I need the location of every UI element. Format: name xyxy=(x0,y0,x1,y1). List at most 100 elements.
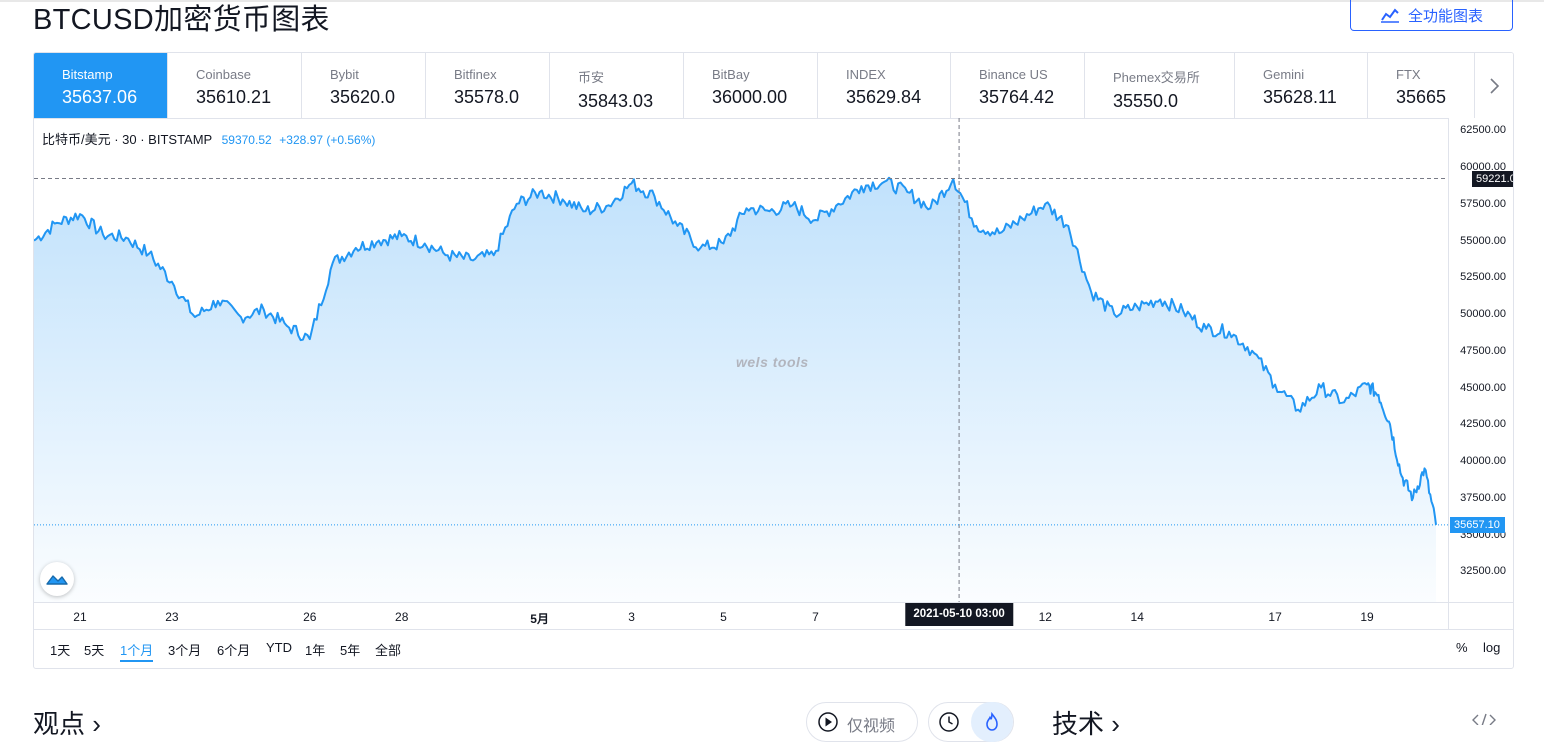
time-tick: 17 xyxy=(1268,610,1282,624)
exchange-tab-gemini[interactable]: Gemini 35628.11 xyxy=(1235,53,1368,118)
exchange-tab-binance[interactable]: 币安 35843.03 xyxy=(550,53,684,118)
embed-code-button[interactable] xyxy=(1470,712,1498,727)
video-only-label: 仅视频 xyxy=(847,718,896,735)
exchange-tab-bitstamp[interactable]: Bitstamp 35637.06 xyxy=(34,53,168,118)
range-ytd[interactable]: YTD xyxy=(266,640,292,655)
exchange-tab-bitbay[interactable]: BitBay 36000.00 xyxy=(684,53,818,118)
crosshair-time-label: 2021-05-10 03:00 xyxy=(905,603,1013,626)
exchange-tab-index[interactable]: INDEX 35629.84 xyxy=(818,53,951,118)
exchange-price: 35637.06 xyxy=(62,87,138,107)
price-tick: 50000.00 xyxy=(1460,308,1506,321)
range-bar: 1天 5天 1个月 3个月 6个月 YTD 1年 5年 全部 % log xyxy=(34,629,1513,668)
time-axis[interactable]: 21 23 26 28 5月 3 5 7 12 14 17 19 2021-05-10 03:00 xyxy=(34,602,1448,629)
page-title: BTCUSD加密货币图表 xyxy=(33,4,330,36)
price-axis[interactable]: 32500.00 35000.00 37500.00 40000.00 42500.00… xyxy=(1448,118,1513,602)
exchange-price: 36000.00 xyxy=(712,87,788,107)
range-all[interactable]: 全部 xyxy=(375,643,402,658)
chart-area[interactable]: 比特币/美元 · 30 · BITSTAMP 59370.52 +328.97 … xyxy=(34,118,1513,602)
price-tick: 55000.00 xyxy=(1460,234,1506,247)
exchange-name: BitBay xyxy=(712,67,750,82)
exchange-price: 35620.0 xyxy=(330,87,396,107)
exchange-name: Bybit xyxy=(330,67,359,82)
time-tick: 5月 xyxy=(530,612,549,626)
top-divider xyxy=(0,0,1544,2)
exchange-name: Binance US xyxy=(979,67,1048,82)
full-chart-button[interactable]: 全功能图表 xyxy=(1350,0,1513,31)
exchange-price: 35764.42 xyxy=(979,87,1055,107)
axis-corner xyxy=(1448,602,1513,629)
exchange-price: 35665 xyxy=(1396,87,1447,107)
range-5y[interactable]: 5年 xyxy=(340,643,361,658)
time-tick: 26 xyxy=(303,610,317,624)
code-icon xyxy=(1472,713,1496,727)
price-tick: 57500.00 xyxy=(1460,197,1506,210)
exchange-tab-coinbase[interactable]: Coinbase 35610.21 xyxy=(168,53,302,118)
time-tick: 14 xyxy=(1130,610,1144,624)
time-tick: 28 xyxy=(395,610,409,624)
clock-icon xyxy=(939,712,959,732)
exchange-price: 35610.21 xyxy=(196,87,272,107)
exchange-name: Coinbase xyxy=(196,67,251,82)
time-tick: 19 xyxy=(1360,610,1374,624)
exchange-tab-binance-us[interactable]: Binance US 35764.42 xyxy=(951,53,1085,118)
price-tick: 37500.00 xyxy=(1460,491,1506,504)
price-chart[interactable] xyxy=(34,118,1448,602)
legend-symbol: 比特币/美元 · 30 · BITSTAMP xyxy=(42,132,212,147)
tabs-next-button[interactable] xyxy=(1474,53,1513,118)
exchange-tab-bybit[interactable]: Bybit 35620.0 xyxy=(302,53,426,118)
video-only-filter[interactable]: 仅视频 xyxy=(806,702,918,742)
range-1d[interactable]: 1天 xyxy=(50,643,71,658)
exchange-name: Bitstamp xyxy=(62,67,113,82)
range-1y[interactable]: 1年 xyxy=(305,643,326,658)
log-toggle[interactable]: log xyxy=(1483,640,1501,655)
price-line xyxy=(34,176,1437,526)
chart-widget: Bitstamp 35637.06 Coinbase 35610.21 Bybi… xyxy=(33,52,1514,669)
range-5d[interactable]: 5天 xyxy=(84,643,105,658)
time-tick: 23 xyxy=(165,610,179,624)
exchange-name: FTX xyxy=(1396,67,1421,82)
technicals-section-title[interactable]: 技术 › xyxy=(1052,709,1120,739)
exchange-tab-bitfinex[interactable]: Bitfinex 35578.0 xyxy=(426,53,550,118)
range-1m[interactable]: 1个月 xyxy=(120,640,154,662)
flame-icon xyxy=(986,711,998,731)
price-tick: 47500.00 xyxy=(1460,344,1506,357)
crosshair-price-label: 59221.02 xyxy=(1472,170,1513,187)
percent-toggle[interactable]: % xyxy=(1456,640,1468,655)
time-tick: 12 xyxy=(1038,610,1052,624)
price-tick: 42500.00 xyxy=(1460,418,1506,431)
legend-change: +328.97 (+0.56%) xyxy=(279,133,376,147)
watermark: wels tools xyxy=(736,354,809,370)
exchange-price: 35550.0 xyxy=(1113,91,1179,111)
exchange-price: 35628.11 xyxy=(1263,87,1337,107)
range-6m[interactable]: 6个月 xyxy=(217,643,251,658)
chevron-right-icon xyxy=(1490,77,1500,94)
time-tick: 7 xyxy=(812,610,819,624)
exchange-tab-ftx[interactable]: FTX 35665 xyxy=(1368,53,1478,118)
chart-legend: 比特币/美元 · 30 · BITSTAMP 59370.52 +328.97 … xyxy=(42,129,375,148)
exchange-name: INDEX xyxy=(846,67,886,82)
exchange-tabs: Bitstamp 35637.06 Coinbase 35610.21 Bybi… xyxy=(34,53,1513,119)
exchange-name: 币安 xyxy=(578,70,605,85)
price-tick: 45000.00 xyxy=(1460,381,1506,394)
ideas-section-title[interactable]: 观点 › xyxy=(33,709,101,739)
full-chart-label: 全功能图表 xyxy=(1407,7,1483,25)
exchange-name: Gemini xyxy=(1263,67,1305,82)
play-icon xyxy=(818,712,838,732)
exchange-name: Bitfinex xyxy=(454,67,497,82)
range-3m[interactable]: 3个月 xyxy=(168,643,202,658)
exchange-tab-phemex[interactable]: Phemex交易所 35550.0 xyxy=(1085,53,1235,118)
exchange-name: Phemex交易所 xyxy=(1113,70,1200,85)
popular-toggle-active[interactable] xyxy=(971,702,1013,742)
price-tick: 32500.00 xyxy=(1460,565,1506,578)
tradingview-logo-icon xyxy=(46,575,68,585)
time-tick: 5 xyxy=(720,610,727,624)
tradingview-logo-button[interactable] xyxy=(40,562,74,596)
last-price-label: 35657.10 xyxy=(1450,516,1505,533)
time-tick: 3 xyxy=(628,610,635,624)
chart-line-icon xyxy=(1380,8,1399,23)
exchange-price: 35629.84 xyxy=(846,87,922,107)
price-tick: 40000.00 xyxy=(1460,455,1506,468)
price-tick: 60000.00 xyxy=(1460,161,1506,174)
legend-value: 59370.52 xyxy=(221,133,272,147)
ideas-sort-toggle[interactable] xyxy=(928,702,1014,742)
